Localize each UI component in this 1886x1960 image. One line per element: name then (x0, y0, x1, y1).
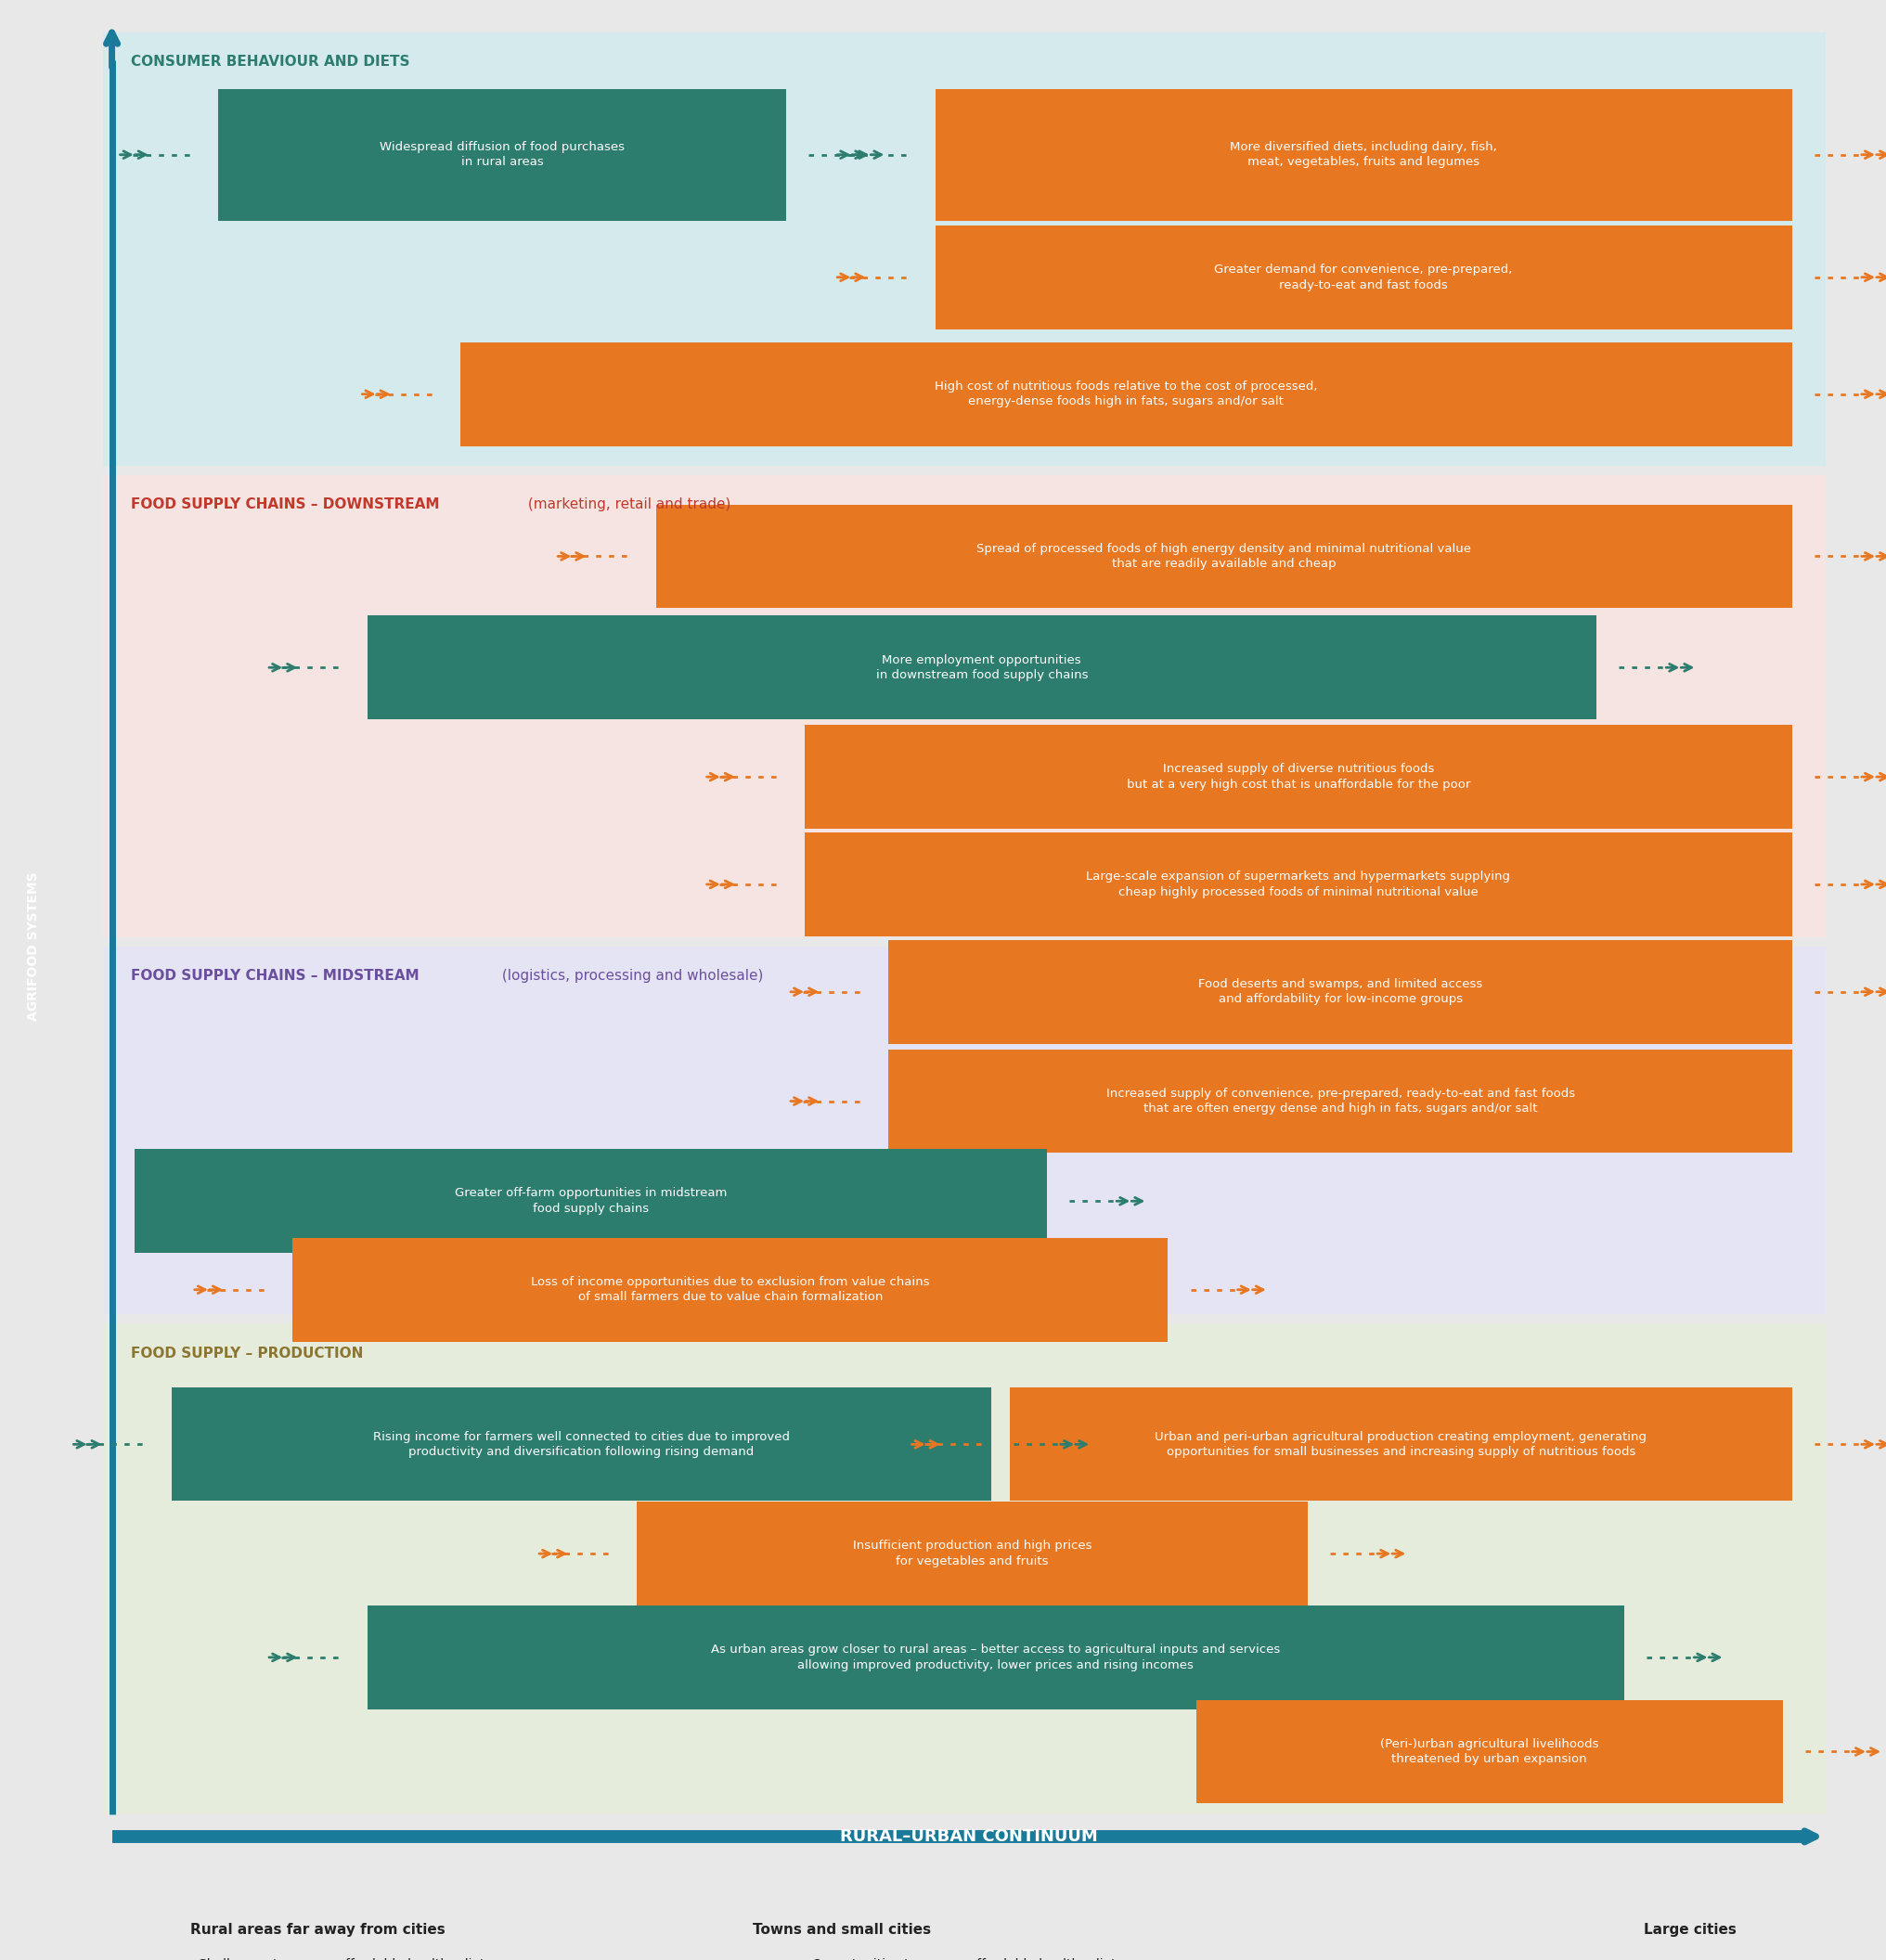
Text: Large-scale expansion of supermarkets and hypermarkets supplying
cheap highly pr: Large-scale expansion of supermarkets an… (1086, 870, 1511, 898)
Bar (292, 1239, 1167, 1341)
Bar (749, 1950, 790, 1960)
Bar (637, 1501, 1307, 1605)
Text: Towns and small cities: Towns and small cities (753, 1923, 932, 1936)
Bar (460, 343, 1792, 447)
Text: Large cities: Large cities (1643, 1923, 1735, 1936)
Bar (102, 31, 1824, 466)
Bar (102, 1323, 1824, 1813)
Bar (805, 725, 1792, 829)
Text: Spread of processed foods of high energy density and minimal nutritional value
t: Spread of processed foods of high energy… (977, 543, 1471, 570)
Text: Loss of income opportunities due to exclusion from value chains
of small farmers: Loss of income opportunities due to excl… (530, 1276, 930, 1303)
Bar (805, 833, 1792, 937)
Text: High cost of nutritious foods relative to the cost of processed,
energy-dense fo: High cost of nutritious foods relative t… (934, 380, 1316, 408)
Bar (935, 225, 1792, 329)
Text: AGRIFOOD SYSTEMS: AGRIFOOD SYSTEMS (26, 872, 40, 1021)
Bar (888, 1049, 1792, 1152)
Bar (102, 474, 1824, 937)
Text: More employment opportunities
in downstream food supply chains: More employment opportunities in downstr… (875, 655, 1086, 682)
Text: (marketing, retail and trade): (marketing, retail and trade) (522, 498, 730, 512)
Bar (935, 88, 1792, 221)
Text: Increased supply of diverse nutritious foods
but at a very high cost that is una: Increased supply of diverse nutritious f… (1126, 762, 1469, 790)
Bar (368, 1605, 1624, 1709)
Text: (Peri-)urban agricultural livelihoods
threatened by urban expansion: (Peri-)urban agricultural livelihoods th… (1379, 1739, 1597, 1766)
Bar (1009, 1388, 1792, 1501)
Bar (172, 1388, 990, 1501)
Bar (219, 88, 786, 221)
Bar (102, 947, 1824, 1315)
Text: Increased supply of convenience, pre-prepared, ready-to-eat and fast foods
that : Increased supply of convenience, pre-pre… (1105, 1088, 1575, 1115)
Text: Rising income for farmers well connected to cities due to improved
productivity : Rising income for farmers well connected… (373, 1431, 788, 1458)
Text: FOOD SUPPLY CHAINS – MIDSTREAM: FOOD SUPPLY CHAINS – MIDSTREAM (130, 968, 419, 984)
Text: (logistics, processing and wholesale): (logistics, processing and wholesale) (498, 968, 764, 984)
Bar (1196, 1699, 1782, 1803)
Text: Widespread diffusion of food purchases
in rural areas: Widespread diffusion of food purchases i… (379, 141, 624, 169)
Text: RURAL–URBAN CONTINUUM: RURAL–URBAN CONTINUUM (839, 1829, 1098, 1844)
Text: Food deserts and swamps, and limited access
and affordability for low-income gro: Food deserts and swamps, and limited acc… (1198, 978, 1482, 1005)
Bar (656, 504, 1792, 608)
Text: As urban areas grow closer to rural areas – better access to agricultural inputs: As urban areas grow closer to rural area… (711, 1644, 1281, 1672)
Text: CONSUMER BEHAVIOUR AND DIETS: CONSUMER BEHAVIOUR AND DIETS (130, 55, 409, 69)
Text: More diversified diets, including dairy, fish,
meat, vegetables, fruits and legu: More diversified diets, including dairy,… (1230, 141, 1496, 169)
Text: Rural areas far away from cities: Rural areas far away from cities (190, 1923, 445, 1936)
Bar (888, 941, 1792, 1043)
Bar (368, 615, 1596, 719)
Bar (134, 1950, 175, 1960)
Text: Greater demand for convenience, pre-prepared,
ready-to-eat and fast foods: Greater demand for convenience, pre-prep… (1215, 263, 1513, 290)
Text: FOOD SUPPLY – PRODUCTION: FOOD SUPPLY – PRODUCTION (130, 1347, 362, 1360)
Text: Greater off-farm opportunities in midstream
food supply chains: Greater off-farm opportunities in midstr… (455, 1188, 726, 1215)
Text: Urban and peri-urban agricultural production creating employment, generating
opp: Urban and peri-urban agricultural produc… (1154, 1431, 1646, 1458)
Text: Insufficient production and high prices
for vegetables and fruits: Insufficient production and high prices … (852, 1541, 1092, 1568)
Text: FOOD SUPPLY CHAINS – DOWNSTREAM: FOOD SUPPLY CHAINS – DOWNSTREAM (130, 498, 439, 512)
Bar (134, 1149, 1047, 1252)
